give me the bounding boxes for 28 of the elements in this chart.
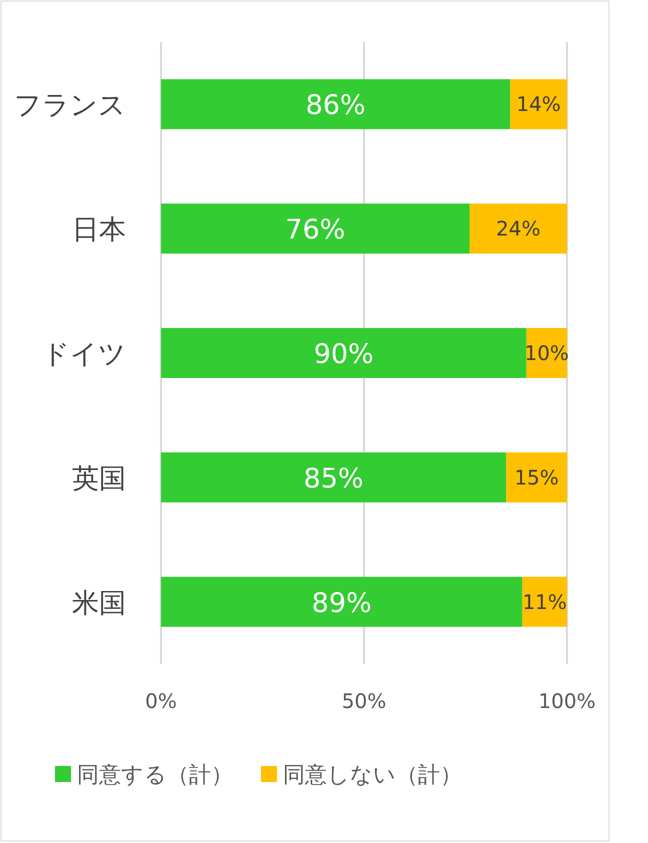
y-tick-label: 米国	[72, 588, 126, 619]
bar	[470, 204, 567, 254]
bar	[522, 576, 567, 627]
bar	[506, 452, 567, 502]
x-tick-label: 0%	[145, 689, 177, 713]
data-label: 24%	[496, 216, 541, 241]
x-tick-label: 100%	[538, 689, 596, 713]
legend-label: 同意する（計）	[77, 763, 233, 788]
bar	[161, 576, 522, 627]
data-label: 76%	[285, 214, 346, 246]
data-label: 89%	[312, 588, 372, 619]
data-label: 15%	[514, 465, 559, 490]
bar	[161, 79, 510, 130]
bar	[161, 204, 470, 254]
y-tick-label: ドイツ	[42, 339, 126, 370]
data-label: 90%	[314, 339, 374, 370]
legend-label: 同意しない（計）	[283, 763, 462, 788]
data-label: 14%	[516, 92, 561, 116]
data-label: 11%	[522, 590, 567, 614]
bar	[161, 328, 526, 378]
data-label: 85%	[304, 463, 364, 494]
bar	[161, 452, 506, 502]
y-tick-label: フランス	[14, 90, 126, 122]
y-tick-label: 英国	[72, 463, 126, 494]
data-label: 86%	[306, 90, 366, 122]
y-tick-label: 日本	[72, 214, 126, 246]
bar	[510, 79, 567, 130]
x-tick-label: 50%	[342, 689, 386, 713]
